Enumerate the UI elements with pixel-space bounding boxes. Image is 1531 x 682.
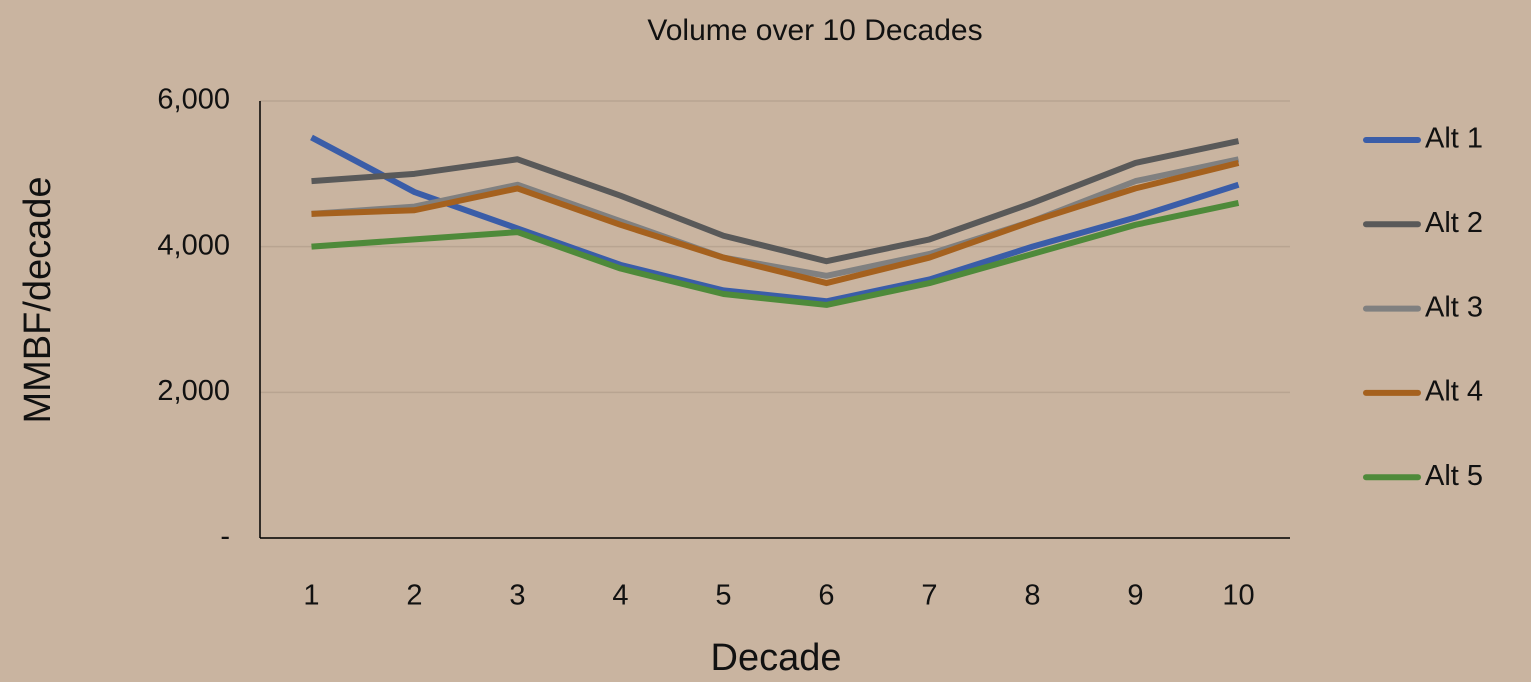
x-tick-label: 3 [509,580,525,612]
legend-label: Alt 5 [1425,460,1483,492]
x-tick-label: 6 [818,580,834,612]
y-axis-title: MMBF/decade [17,176,59,423]
x-tick-label: 1 [303,580,319,612]
x-axis-title: Decade [711,637,842,679]
series-line [311,159,1240,287]
y-tick-label: 4,000 [157,229,230,261]
x-tick-label: 2 [406,580,422,612]
legend-label: Alt 4 [1425,376,1483,408]
x-tick-label: 5 [715,580,731,612]
series-line [311,200,1240,308]
series-line [311,138,1240,265]
x-tick-label: 4 [612,580,628,612]
x-tick-label: 9 [1127,580,1143,612]
x-tick-label: 10 [1222,580,1254,612]
x-tick-label: 7 [921,580,937,612]
legend-label: Alt 1 [1425,123,1483,155]
x-tick-label: 8 [1024,580,1040,612]
chart-title: Volume over 10 Decades [647,14,982,47]
y-tick-label: 6,000 [157,84,230,116]
legend-label: Alt 3 [1425,291,1483,323]
y-tick-label: - [220,521,230,553]
series-line [311,156,1240,279]
legend-label: Alt 2 [1425,207,1483,239]
y-tick-label: 2,000 [157,375,230,407]
series-line [310,134,1240,305]
